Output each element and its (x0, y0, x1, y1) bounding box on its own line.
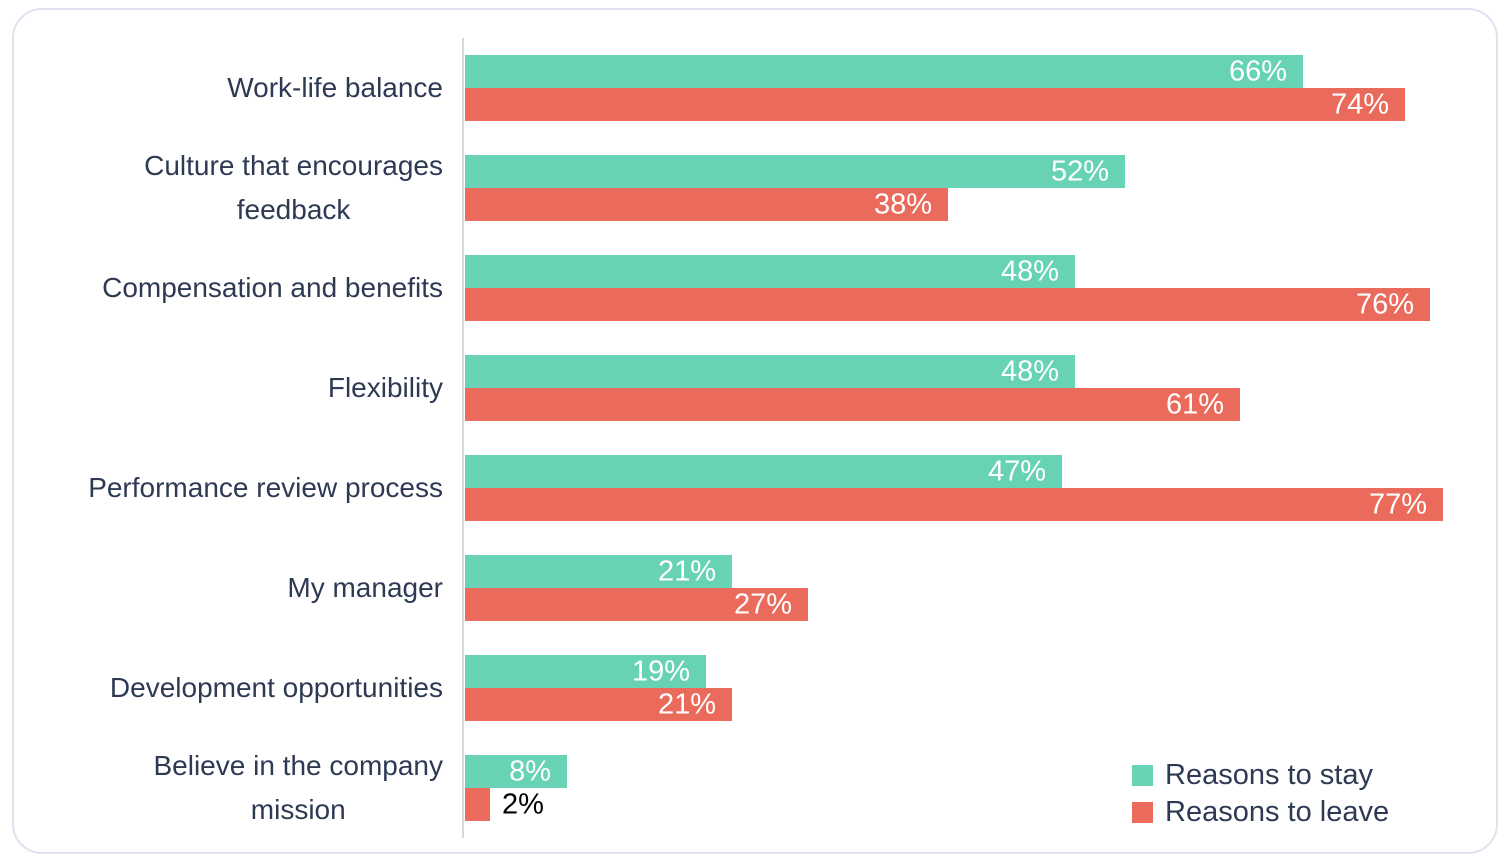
chart-card (12, 8, 1498, 854)
legend-label: Reasons to leave (1165, 796, 1390, 828)
bar-value-label: 21% (657, 555, 716, 587)
legend-item-leave: Reasons to leave (1132, 794, 1389, 831)
category-label: Development opportunities (109, 672, 443, 703)
bar-value-label: 66% (1228, 55, 1287, 87)
bar-leave: 27% (465, 588, 808, 621)
bar-stay: 52% (465, 155, 1125, 188)
category-label: Work-life balance (227, 72, 443, 103)
category-label: Performance review process (88, 472, 443, 503)
bar-leave: 74% (465, 88, 1405, 121)
bar-value-label: 21% (657, 688, 716, 720)
bar-value-label: 27% (733, 588, 792, 620)
bar-stay: 48% (465, 255, 1075, 288)
bar-value-label: 52% (1050, 155, 1109, 187)
bar-leave: 38% (465, 188, 948, 221)
bar-stay: 21% (465, 555, 732, 588)
bar-value-label: 2% (502, 788, 544, 820)
bar-value-label: 47% (987, 455, 1046, 487)
bar-stay: 8% (465, 755, 567, 788)
bar-stay: 48% (465, 355, 1075, 388)
bar-value-label: 48% (1000, 255, 1059, 287)
legend: Reasons to stay Reasons to leave (1132, 757, 1389, 831)
bar-stay: 66% (465, 55, 1303, 88)
bar-leave: 21% (465, 688, 732, 721)
legend-swatch-icon (1132, 765, 1153, 786)
bar-stay: 47% (465, 455, 1062, 488)
bar-value-label: 74% (1330, 88, 1389, 120)
category-label: Flexibility (327, 372, 443, 403)
bar-value-label: 38% (873, 188, 932, 220)
bar-leave: 76% (465, 288, 1430, 321)
bar-leave: 61% (465, 388, 1240, 421)
category-label: Compensation and benefits (102, 272, 443, 303)
category-label: My manager (287, 572, 443, 603)
bar-value-label: 76% (1355, 288, 1414, 320)
bar-value-label: 48% (1000, 355, 1059, 387)
bar-value-label: 61% (1165, 388, 1224, 420)
bar-leave: 77% (465, 488, 1443, 521)
legend-label: Reasons to stay (1165, 759, 1373, 791)
bar-value-label: 19% (631, 655, 690, 687)
y-axis-line (462, 38, 464, 838)
legend-item-stay: Reasons to stay (1132, 757, 1389, 794)
category-label: Culture that encourages feedback (144, 150, 443, 225)
legend-swatch-icon (1132, 802, 1153, 823)
bar-value-label: 8% (509, 755, 551, 787)
bar-value-label: 77% (1368, 488, 1427, 520)
category-label: Believe in the company mission (153, 750, 443, 825)
bar-leave: 2% (465, 788, 544, 821)
bar-stay: 19% (465, 655, 706, 688)
